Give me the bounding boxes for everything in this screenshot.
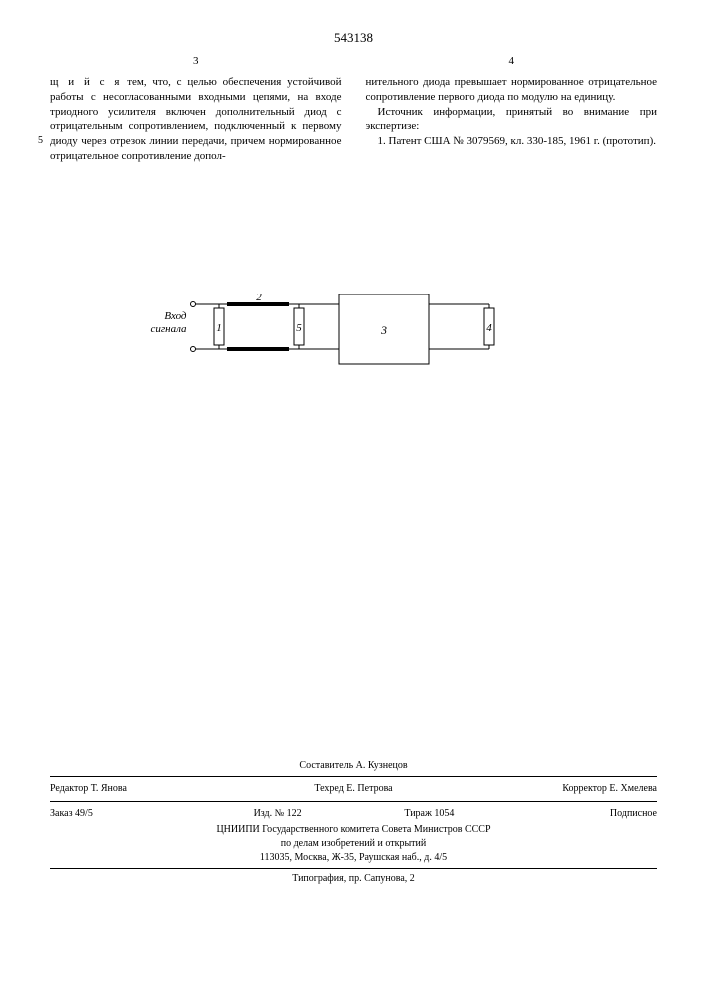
footer-corrector: Корректор Е. Хмелева	[455, 782, 657, 796]
footer-addr: 113035, Москва, Ж-35, Раушская наб., д. …	[50, 851, 657, 865]
footer-org2: по делам изобретений и открытий	[50, 837, 657, 851]
left-column-number: 3	[50, 54, 342, 69]
diagram-svg: 1 2 5 3	[189, 294, 519, 384]
input-label-line1: Вход	[164, 310, 186, 322]
footer: Составитель А. Кузнецов Редактор Т. Янов…	[50, 759, 657, 886]
document-number: 543138	[50, 30, 657, 46]
footer-order-row: Заказ 49/5 Изд. № 122 Тираж 1054 Подписн…	[50, 805, 657, 823]
footer-sub: Подписное	[505, 807, 657, 821]
footer-org1: ЦНИИПИ Государственного комитета Совета …	[50, 823, 657, 837]
circuit-diagram: Вход сигнала 1 2	[189, 294, 519, 389]
block-1-label: 1	[216, 322, 222, 334]
footer-separator	[50, 801, 657, 802]
block-2-label: 2	[256, 294, 262, 303]
footer-order: Заказ 49/5	[50, 807, 202, 821]
page: 543138 3 щ и й с я тем, что, с целью обе…	[0, 0, 707, 916]
block-4-label: 4	[486, 322, 492, 334]
diagram-area: Вход сигнала 1 2	[50, 294, 657, 389]
input-label-line2: сигнала	[150, 323, 186, 335]
right-column-text-1: нительного диода превышает нормированное…	[366, 75, 658, 105]
footer-editor: Редактор Т. Янова	[50, 782, 252, 796]
footer-separator	[50, 868, 657, 869]
block-2-bottom	[227, 347, 289, 351]
footer-credits-row: Редактор Т. Янова Техред Е. Петрова Корр…	[50, 780, 657, 798]
terminal-top	[190, 301, 195, 306]
left-column-text: щ и й с я тем, что, с целью обеспечения …	[50, 75, 342, 164]
footer-separator	[50, 776, 657, 777]
text-columns: 3 щ и й с я тем, что, с целью обеспечени…	[50, 54, 657, 164]
block-5-label: 5	[296, 322, 302, 334]
input-label: Вход сигнала	[137, 310, 187, 336]
footer-izd: Изд. № 122	[202, 807, 354, 821]
left-column: 3 щ и й с я тем, что, с целью обеспечени…	[50, 54, 342, 164]
block-3-label: 3	[380, 323, 387, 337]
right-column-text-2: Источник информации, принятый во внимани…	[366, 105, 658, 135]
terminal-bottom	[190, 346, 195, 351]
footer-tirazh: Тираж 1054	[354, 807, 506, 821]
footer-typography: Типография, пр. Сапунова, 2	[50, 872, 657, 886]
line-number-5: 5	[38, 134, 43, 148]
right-column-number: 4	[366, 54, 658, 69]
right-column: 4 нительного диода превышает нормированн…	[366, 54, 658, 164]
footer-tech: Техред Е. Петрова	[252, 782, 454, 796]
right-column-text-3: 1. Патент США № 3079569, кл. 330-185, 19…	[366, 134, 658, 149]
footer-compiler: Составитель А. Кузнецов	[50, 759, 657, 773]
